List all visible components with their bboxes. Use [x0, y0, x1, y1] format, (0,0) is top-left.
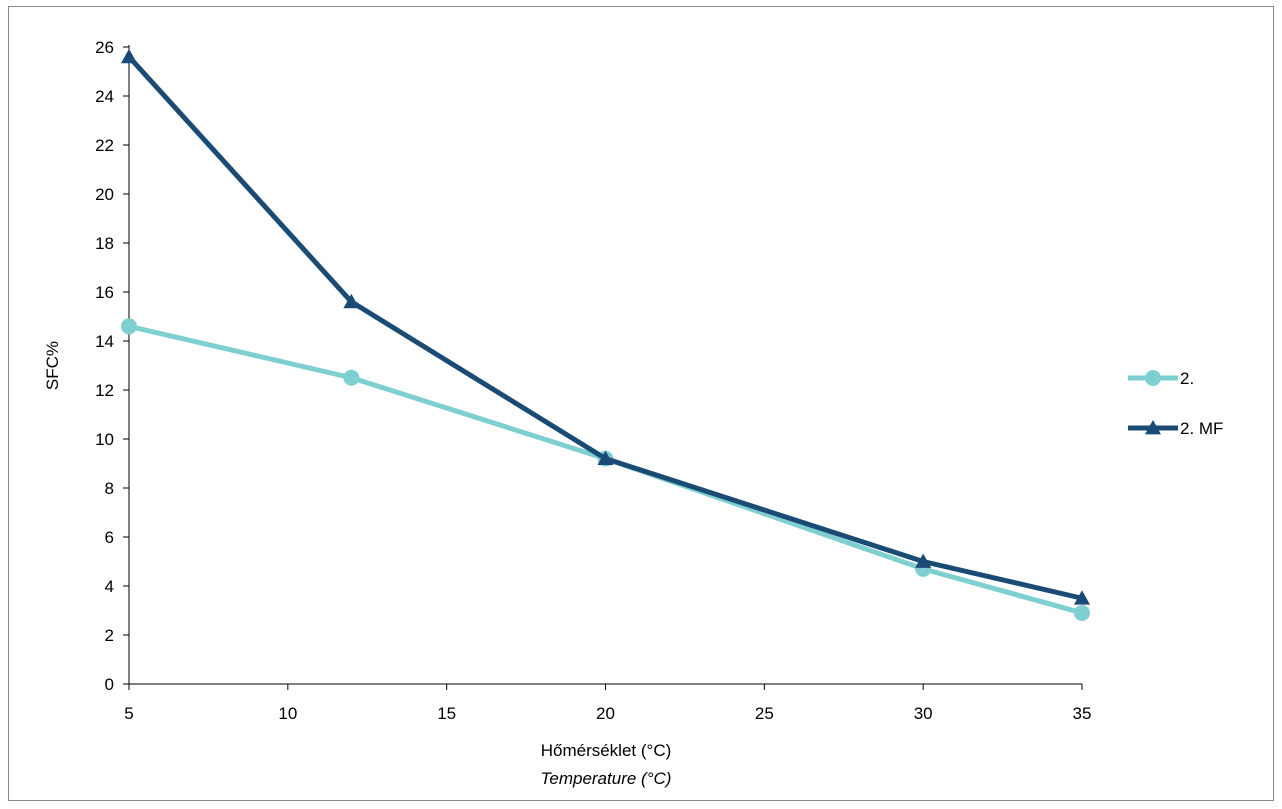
y-tick-label: 14: [95, 332, 114, 351]
data-point: [915, 553, 932, 568]
data-point: [1074, 604, 1090, 621]
x-tick-label: 5: [124, 704, 133, 723]
x-tick-label: 10: [278, 704, 297, 723]
legend-label: 2.: [1180, 369, 1194, 388]
y-tick-label: 6: [105, 528, 114, 547]
series-line: [126, 323, 1085, 616]
x-axis-title-secondary: Temperature (°C): [541, 769, 672, 788]
x-tick-label: 30: [914, 704, 933, 723]
data-point: [121, 318, 137, 335]
x-tick-label: 25: [755, 704, 774, 723]
y-tick-label: 22: [95, 136, 114, 155]
y-tick-label: 20: [95, 185, 114, 204]
legend: 2. 2. MF: [1128, 369, 1223, 438]
legend-item: 2. MF: [1128, 419, 1223, 438]
y-tick-label: 8: [105, 479, 114, 498]
x-axis-title: Hőmérséklet (°C): [541, 741, 672, 760]
series-layer: [121, 48, 1090, 621]
x-tick-label: 35: [1073, 704, 1092, 723]
y-axis-title: SFC%: [43, 341, 62, 390]
data-point: [1074, 590, 1090, 605]
y-tick-label: 2: [105, 626, 114, 645]
y-tick-label: 12: [95, 381, 114, 400]
x-ticks: 5 10 15 20 25 30 35: [124, 684, 1091, 723]
y-tick-label: 26: [95, 38, 114, 57]
legend-item: 2.: [1128, 369, 1194, 388]
legend-marker: [1145, 420, 1161, 435]
y-tick-label: 24: [95, 87, 114, 106]
legend-label: 2. MF: [1180, 419, 1223, 438]
data-point: [343, 369, 360, 386]
data-point: [121, 48, 137, 64]
y-tick-label: 4: [105, 577, 114, 596]
x-tick-label: 15: [437, 704, 456, 723]
y-tick-label: 16: [95, 283, 114, 302]
series-line: [126, 54, 1085, 601]
y-tick-label: 0: [105, 675, 114, 694]
series-1: [121, 318, 1090, 621]
y-tick-label: 18: [95, 234, 114, 253]
data-point: [343, 293, 360, 309]
legend-marker: [1145, 370, 1161, 386]
chart-frame: [8, 6, 1274, 801]
data-point: [597, 450, 614, 465]
y-tick-label: 10: [95, 430, 114, 449]
x-tick-label: 20: [596, 704, 615, 723]
series-2: [121, 48, 1090, 605]
